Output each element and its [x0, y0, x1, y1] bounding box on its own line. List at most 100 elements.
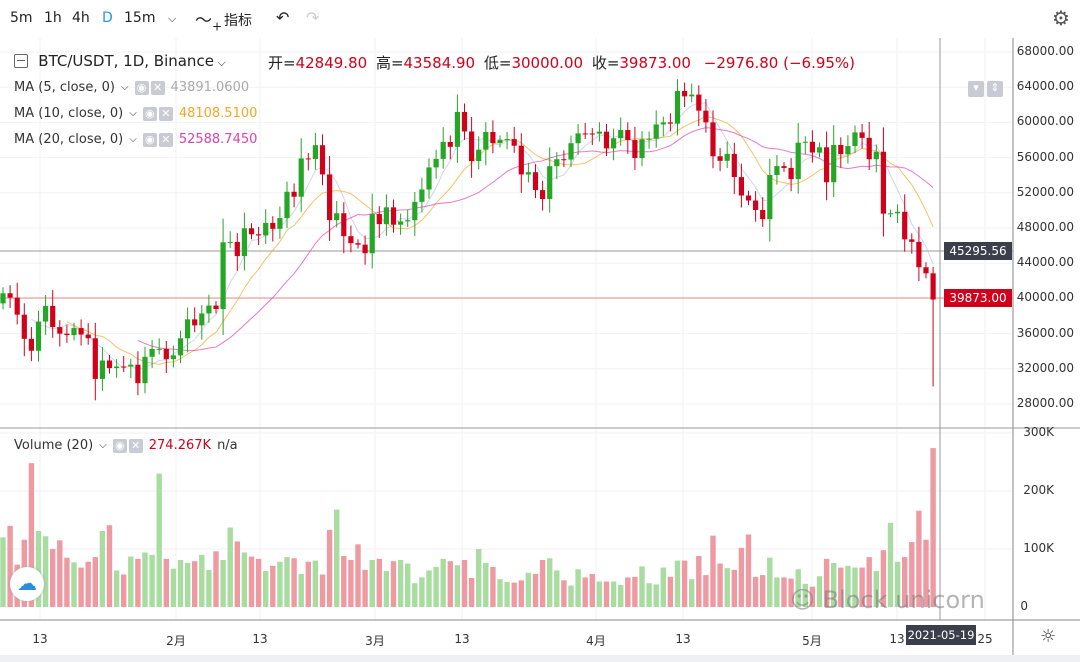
- ma-value: 52588.7450: [178, 132, 258, 147]
- candle-body: [220, 242, 226, 310]
- bottom-bar: [0, 655, 1080, 662]
- volume-bar: [78, 567, 84, 607]
- symbol-title[interactable]: BTC/USDT, 1D, Binance: [38, 52, 214, 70]
- ma-label[interactable]: MA (10, close, 0): [14, 106, 124, 121]
- candle-body: [923, 267, 929, 274]
- candle-body: [767, 175, 773, 220]
- chevron-down-icon[interactable]: ⌵: [99, 440, 107, 451]
- candle-body: [802, 141, 808, 143]
- volume-bar: [610, 581, 617, 607]
- candle-body: [717, 156, 723, 161]
- close-icon[interactable]: ✕: [158, 132, 173, 147]
- triangle-down-icon[interactable]: ▾: [968, 81, 984, 97]
- volume-bar: [326, 529, 333, 607]
- candle-body: [696, 94, 702, 111]
- volume-bar: [568, 585, 574, 607]
- volume-bar: [745, 534, 752, 607]
- ma-label[interactable]: MA (20, close, 0): [14, 132, 124, 147]
- chevron-down-icon[interactable]: ⌵: [168, 12, 177, 25]
- chevron-down-icon[interactable]: ⌵: [120, 82, 129, 93]
- candle-body: [0, 293, 6, 304]
- volume-bar: [35, 531, 42, 607]
- volume-bar: [476, 549, 482, 607]
- volume-bar: [192, 561, 198, 607]
- candle-body: [596, 131, 602, 134]
- candle-body: [674, 90, 681, 124]
- close-icon[interactable]: ✕: [158, 106, 173, 121]
- candle-body: [831, 144, 837, 183]
- volume-bar: [454, 565, 461, 607]
- candle-body: [163, 348, 169, 360]
- candle-body: [738, 177, 744, 196]
- volume-bar: [809, 586, 816, 607]
- volume-bar: [795, 569, 801, 607]
- volume-bar: [440, 558, 446, 607]
- gear-icon[interactable]: ⚙: [1052, 6, 1070, 30]
- candle-body: [405, 220, 411, 222]
- candle-body: [745, 195, 752, 201]
- open-value: 42849.80: [295, 54, 368, 72]
- volume-bar: [390, 561, 397, 607]
- time-tick: 13: [32, 632, 48, 646]
- indicator-add-icon[interactable]: 〜+: [195, 11, 223, 34]
- settings-icon[interactable]: ☼: [1040, 626, 1057, 647]
- interval-15m[interactable]: 15m: [124, 10, 156, 26]
- indicators-button[interactable]: 指标: [224, 13, 252, 29]
- volume-bar: [547, 558, 553, 607]
- volume-label[interactable]: Volume (20): [14, 438, 94, 453]
- chevron-down-icon[interactable]: ⌵: [213, 56, 226, 69]
- interval-d[interactable]: D: [102, 10, 113, 26]
- chevron-down-icon[interactable]: ⌵: [129, 134, 137, 145]
- collapse-icon[interactable]: [14, 54, 28, 68]
- volume-bar: [7, 525, 13, 607]
- volume-bar: [156, 473, 162, 607]
- volume-bar: [199, 554, 205, 607]
- undo-icon[interactable]: ↶: [276, 8, 290, 27]
- candle-body: [277, 218, 283, 229]
- volume-bar: [376, 558, 382, 607]
- volume-bar: [646, 583, 652, 607]
- interval-1h[interactable]: 1h: [44, 10, 62, 26]
- volume-bar: [433, 566, 439, 607]
- candle-body: [781, 166, 787, 168]
- volume-tick: 100K: [1023, 541, 1054, 555]
- candle-body: [859, 132, 865, 138]
- close-icon[interactable]: ✕: [128, 438, 143, 453]
- volume-bar: [596, 581, 603, 607]
- eye-icon[interactable]: ◉: [134, 80, 149, 95]
- ma-label[interactable]: MA (5, close, 0): [14, 80, 115, 95]
- time-tick: 4月: [586, 634, 606, 648]
- candle-body: [795, 142, 801, 180]
- eye-icon[interactable]: ◉: [142, 106, 157, 121]
- volume-bar: [319, 574, 326, 607]
- price-tick: 40000.00: [1016, 290, 1074, 305]
- eye-icon[interactable]: ◉: [112, 438, 127, 453]
- interval-4h[interactable]: 4h: [72, 10, 90, 26]
- candle-body: [78, 328, 84, 335]
- eye-icon[interactable]: ◉: [142, 132, 157, 147]
- volume-bar: [461, 560, 468, 607]
- interval-5m[interactable]: 5m: [10, 10, 33, 26]
- toolbar: 5m 1h 4h D 15m ⌵ 〜+ 指标 ↶ ↷ ⚙: [0, 0, 1080, 38]
- volume-bar: [866, 557, 872, 607]
- scroll-updown-icon[interactable]: ⇕: [987, 81, 1003, 97]
- volume-bar: [554, 570, 560, 607]
- candle-body: [99, 360, 105, 379]
- candle-body: [554, 159, 560, 167]
- candle-body: [35, 321, 42, 351]
- candle-body: [57, 327, 63, 334]
- candle-body: [348, 236, 354, 244]
- volume-bar: [227, 527, 233, 607]
- volume-bar: [220, 560, 226, 607]
- volume-bar: [497, 579, 503, 607]
- volume-bar: [625, 577, 631, 607]
- candle-body: [156, 348, 162, 350]
- chevron-down-icon[interactable]: ⌵: [129, 108, 137, 119]
- volume-bar: [589, 573, 595, 607]
- redo-icon[interactable]: ↷: [306, 8, 320, 27]
- watermark-text: Block unicorn: [822, 586, 985, 614]
- price-tick: 44000.00: [1016, 255, 1074, 270]
- close-icon[interactable]: ✕: [150, 80, 165, 95]
- price-tick: 32000.00: [1016, 360, 1074, 375]
